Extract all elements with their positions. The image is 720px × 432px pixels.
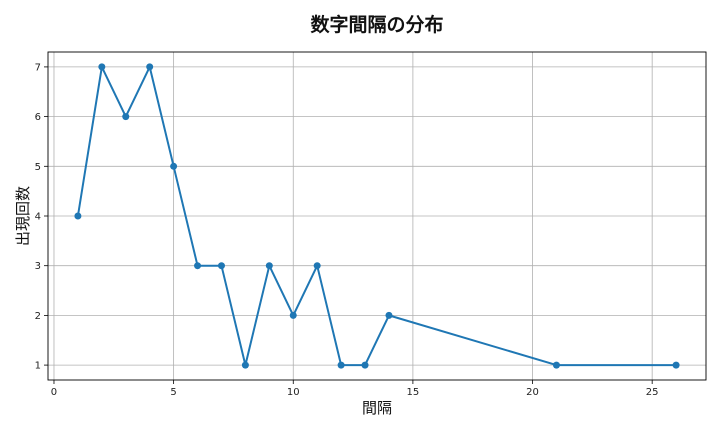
- y-tick-label: 3: [35, 261, 41, 272]
- grid-lines: [48, 52, 706, 380]
- axis-ticks: 0 5 10 15 20 25 1 2 3 4 5 6 7: [35, 62, 659, 398]
- y-tick-label: 5: [35, 162, 41, 173]
- data-point: [289, 311, 297, 319]
- data-point: [265, 262, 273, 270]
- x-tick-label: 15: [407, 387, 420, 398]
- data-point: [241, 361, 249, 369]
- series-line: [76, 65, 677, 367]
- x-tick-label: 20: [526, 387, 539, 398]
- y-tick-label: 4: [35, 212, 41, 223]
- y-tick-label: 1: [35, 361, 41, 372]
- y-axis-label: 出現回数: [14, 186, 32, 246]
- data-point: [313, 262, 321, 270]
- series-line-group: [74, 63, 680, 369]
- data-point: [361, 361, 369, 369]
- data-point: [552, 361, 560, 369]
- x-tick-label: 0: [51, 387, 57, 398]
- y-tick-label: 6: [35, 112, 41, 123]
- data-point: [170, 162, 178, 170]
- data-point: [122, 113, 130, 121]
- data-point: [385, 311, 393, 319]
- x-tick-label: 25: [646, 387, 659, 398]
- chart-title: 数字間隔の分布: [310, 13, 443, 36]
- data-point: [146, 63, 154, 71]
- y-tick-label: 2: [35, 311, 41, 322]
- y-tick-label: 7: [35, 62, 41, 73]
- data-point: [74, 212, 82, 220]
- data-point: [98, 63, 106, 71]
- data-point: [217, 262, 225, 270]
- x-tick-label: 10: [287, 387, 300, 398]
- x-axis-label: 間隔: [362, 399, 392, 417]
- x-tick-label: 5: [170, 387, 176, 398]
- data-point: [672, 361, 680, 369]
- data-point: [194, 262, 202, 270]
- data-point: [337, 361, 345, 369]
